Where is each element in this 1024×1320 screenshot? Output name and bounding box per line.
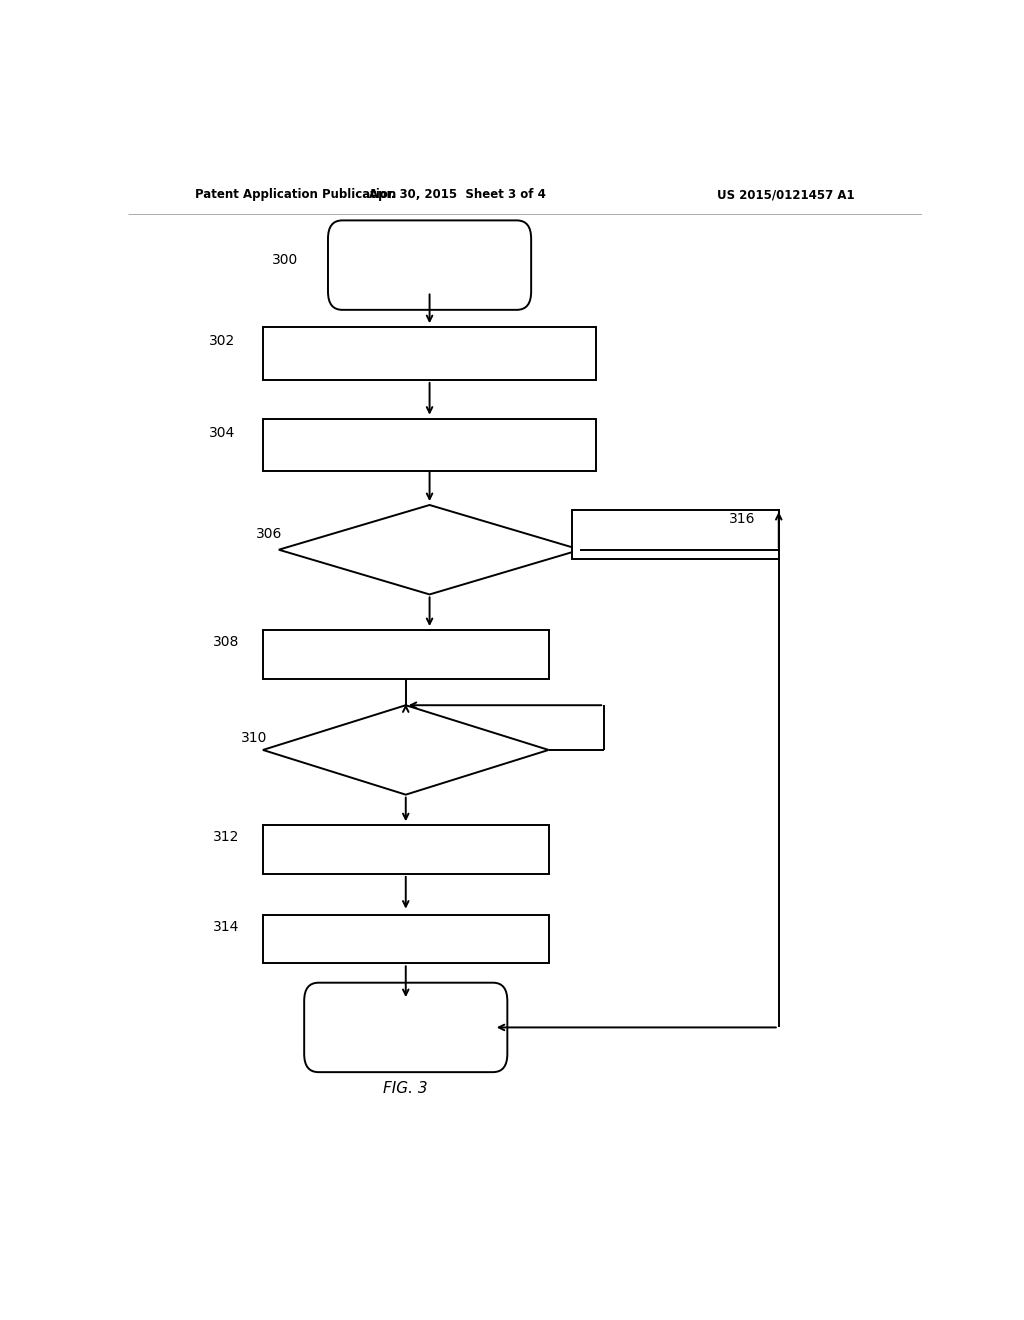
Text: Apr. 30, 2015  Sheet 3 of 4: Apr. 30, 2015 Sheet 3 of 4	[369, 189, 546, 202]
Text: 302: 302	[209, 334, 236, 348]
Text: 300: 300	[272, 253, 299, 267]
Polygon shape	[263, 705, 549, 795]
Text: FIG. 3: FIG. 3	[383, 1081, 428, 1096]
Text: 314: 314	[213, 920, 240, 933]
Bar	[263, 915, 549, 964]
Text: 308: 308	[213, 635, 240, 649]
Bar	[263, 630, 549, 678]
Bar	[263, 825, 549, 874]
Text: 310: 310	[241, 731, 267, 744]
Text: 304: 304	[209, 426, 236, 440]
Bar	[572, 510, 778, 558]
Text: 312: 312	[213, 830, 240, 845]
Bar	[263, 418, 596, 471]
FancyBboxPatch shape	[328, 220, 531, 310]
Text: Patent Application Publication: Patent Application Publication	[196, 189, 396, 202]
FancyBboxPatch shape	[304, 982, 507, 1072]
Text: US 2015/0121457 A1: US 2015/0121457 A1	[717, 189, 854, 202]
Polygon shape	[279, 506, 581, 594]
Bar	[263, 327, 596, 380]
Text: 316: 316	[728, 512, 755, 527]
Text: 306: 306	[256, 528, 283, 541]
